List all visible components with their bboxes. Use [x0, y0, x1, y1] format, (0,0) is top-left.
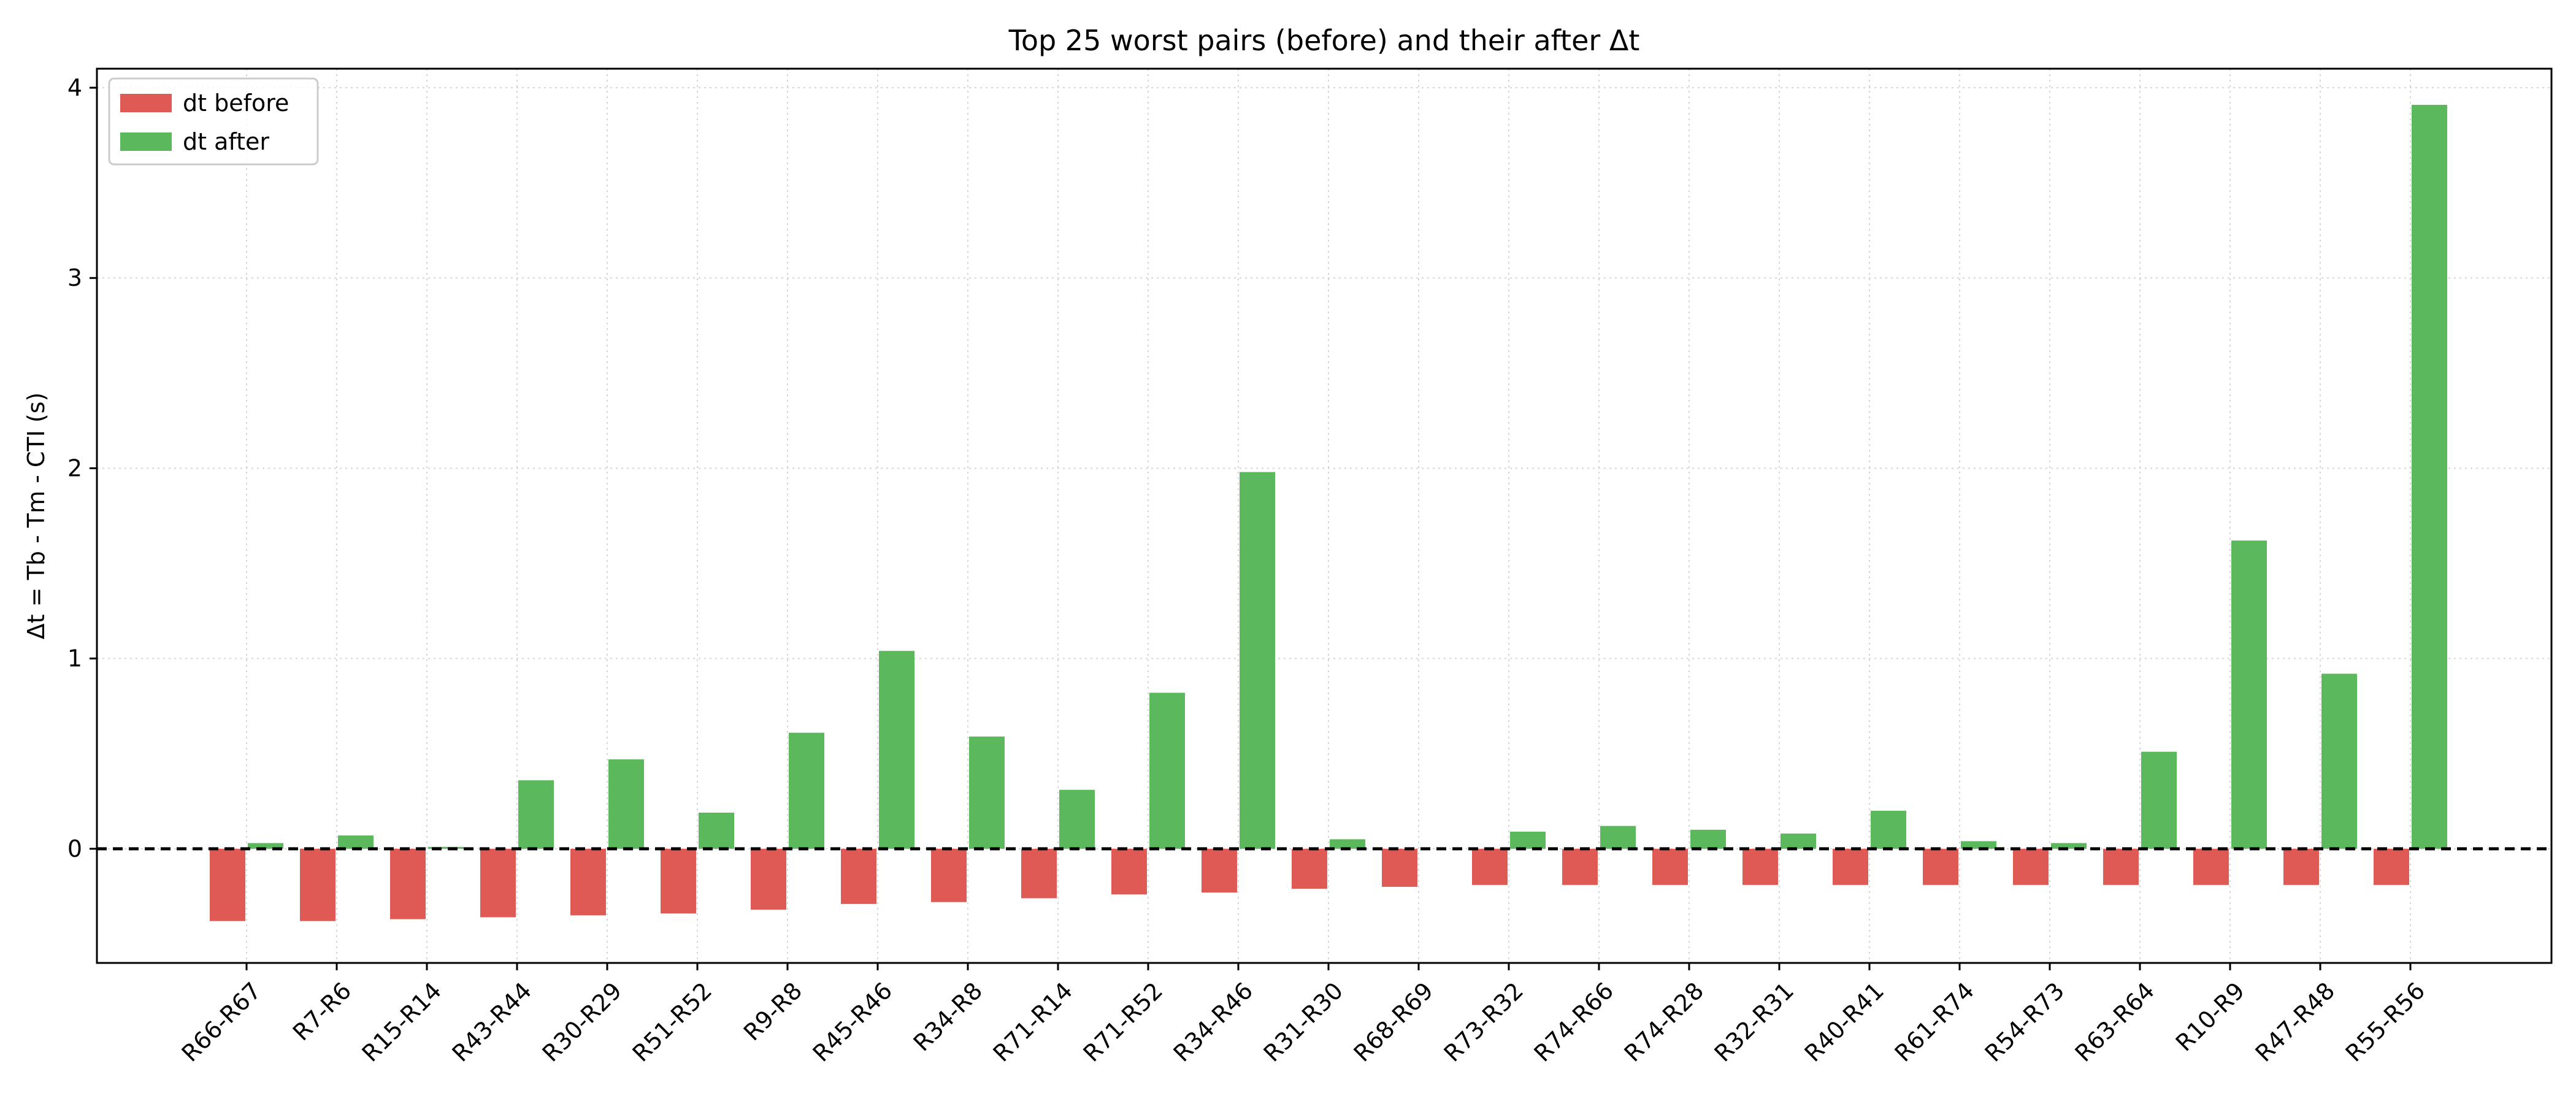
bar-dt-after: [1240, 472, 1275, 849]
bar-dt-after: [2412, 104, 2447, 849]
bar-dt-before: [661, 848, 696, 914]
bar-dt-before: [570, 848, 606, 916]
legend-swatch: [120, 94, 172, 112]
bar-dt-after: [699, 812, 734, 849]
bar-dt-after: [1781, 834, 1816, 849]
bar-dt-before: [1833, 848, 1868, 885]
bar-dt-after: [879, 651, 914, 849]
x-tick-label: R63-R64: [2070, 977, 2160, 1067]
bar-dt-after: [789, 732, 824, 849]
x-tick-label: R30-R29: [537, 977, 627, 1067]
bar-dt-before: [1742, 848, 1778, 885]
bar-dt-after: [518, 780, 554, 849]
x-tick-label: R61-R74: [1890, 977, 1980, 1067]
x-tick-label: R15-R14: [357, 977, 447, 1067]
y-tick-label: 0: [67, 835, 82, 862]
y-tick-label: 1: [67, 645, 82, 672]
x-tick-label: R34-R8: [908, 977, 987, 1056]
x-tick-label: R47-R48: [2250, 977, 2340, 1067]
bar-dt-after: [428, 846, 464, 849]
x-tick-label: R71-R52: [1078, 977, 1168, 1067]
x-tick-label: R54-R73: [1980, 977, 2070, 1067]
x-tick-label: R45-R46: [808, 977, 898, 1067]
x-tick-label: R74-R28: [1619, 977, 1709, 1067]
x-tick-label: R74-R66: [1529, 977, 1619, 1067]
x-tick-label: R71-R14: [988, 977, 1078, 1067]
bar-dt-before: [390, 848, 426, 919]
x-tick-label: R73-R32: [1439, 977, 1529, 1067]
bar-dt-before: [931, 848, 967, 902]
bar-dt-before: [751, 848, 786, 910]
bar-dt-before: [1652, 848, 1688, 885]
x-tick-label: R32-R31: [1709, 977, 1800, 1067]
bar-dt-before: [1202, 848, 1237, 893]
bar-dt-after: [969, 736, 1005, 849]
plot-frame: [96, 67, 2553, 964]
legend-label: dt before: [183, 90, 289, 117]
bar-dt-before: [1021, 848, 1057, 899]
x-tick-label: R7-R6: [288, 977, 356, 1046]
bar-dt-after: [1961, 841, 1996, 849]
y-tick-label: 3: [67, 264, 82, 291]
x-tick-label: R40-R41: [1800, 977, 1890, 1067]
x-tick-label: R68-R69: [1349, 977, 1439, 1067]
bar-dt-after: [608, 759, 644, 849]
bar-dt-after: [1059, 789, 1095, 849]
bar-dt-before: [2193, 848, 2229, 885]
bar-dt-after: [1600, 826, 1636, 849]
x-tick-label: R55-R56: [2340, 977, 2431, 1067]
bar-dt-before: [2374, 848, 2409, 885]
bar-dt-after: [338, 835, 374, 849]
bar-dt-before: [480, 848, 516, 918]
bar-dt-before: [2103, 848, 2139, 885]
legend-label: dt after: [183, 128, 269, 155]
x-tick-label: R31-R30: [1259, 977, 1349, 1067]
bar-dt-after: [1330, 839, 1365, 849]
bar-dt-after: [2231, 540, 2267, 849]
bar-dt-after: [1149, 692, 1185, 849]
bar-dt-before: [1292, 848, 1327, 889]
bar-dt-before: [1111, 848, 1147, 895]
x-tick-label: R51-R52: [627, 977, 718, 1067]
x-tick-label: R10-R9: [2171, 977, 2250, 1056]
bar-dt-before: [1923, 848, 1958, 885]
bar-dt-before: [1472, 848, 1508, 885]
bar-dt-after: [1690, 829, 1726, 849]
x-tick-label: R34-R46: [1168, 977, 1259, 1067]
x-tick-label: R9-R8: [738, 977, 807, 1046]
y-axis-label: Δt = Tb - Tm - CTI (s): [23, 393, 50, 640]
bar-dt-before: [841, 848, 876, 904]
bar-dt-after: [1871, 810, 1906, 849]
bar-dt-before: [1562, 848, 1598, 885]
bar-dt-before: [2013, 848, 2049, 885]
legend-swatch: [120, 132, 172, 151]
x-tick-label: R66-R67: [177, 977, 267, 1067]
y-tick-label: 2: [67, 454, 82, 481]
bar-dt-before: [1382, 848, 1417, 887]
bar-dt-after: [2321, 673, 2357, 849]
y-tick-label: 4: [67, 74, 82, 101]
bar-dt-after: [248, 843, 283, 849]
bar-dt-after: [2051, 843, 2087, 849]
x-tick-label: R43-R44: [447, 977, 537, 1067]
bar-dt-after: [1510, 831, 1546, 849]
bar-dt-after: [2141, 751, 2177, 849]
bar-dt-before: [2283, 848, 2319, 885]
chart-title: Top 25 worst pairs (before) and their af…: [1008, 24, 1640, 57]
bar-dt-before: [210, 848, 245, 921]
bar-dt-before: [300, 848, 335, 921]
